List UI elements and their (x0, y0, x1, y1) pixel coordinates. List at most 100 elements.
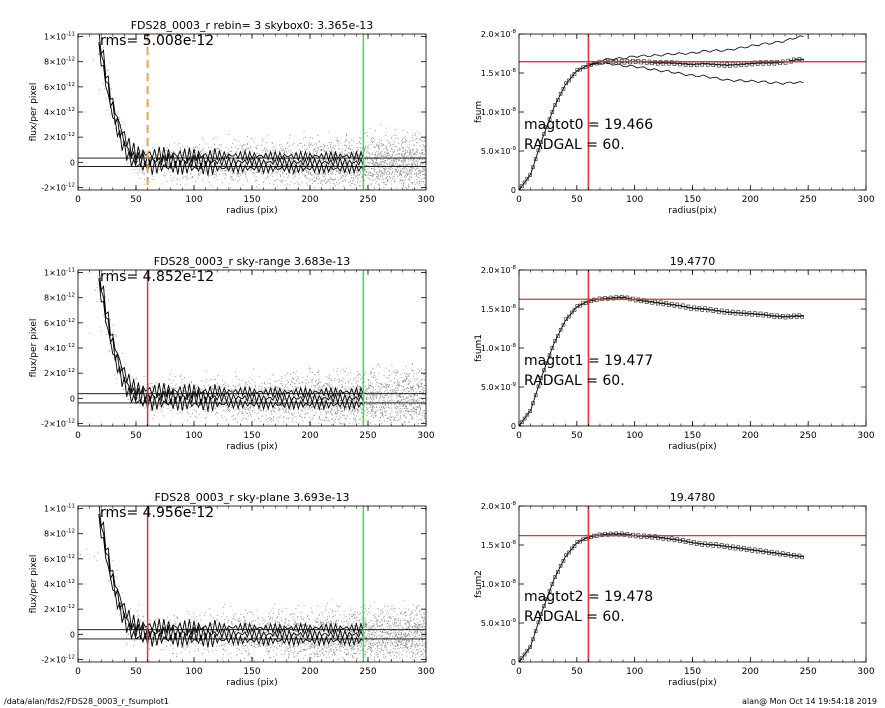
data-point (352, 379, 354, 381)
data-point (374, 165, 376, 166)
data-point (388, 380, 390, 382)
data-point (360, 407, 362, 409)
data-point (163, 174, 165, 176)
data-point (372, 138, 374, 140)
data-point (294, 383, 296, 385)
data-point (319, 386, 321, 388)
data-point (267, 150, 269, 152)
data-point (341, 153, 343, 155)
data-point (373, 168, 375, 170)
data-point (387, 401, 389, 403)
data-point (299, 170, 300, 172)
data-point (418, 411, 420, 413)
data-point (373, 187, 375, 189)
data-point (294, 159, 296, 161)
data-point (366, 192, 367, 193)
data-point (366, 159, 368, 161)
data-point (276, 166, 278, 168)
data-point (286, 150, 287, 152)
data-point (417, 131, 419, 133)
data-point (393, 160, 395, 162)
data-point (360, 386, 361, 388)
data-point (375, 376, 377, 378)
data-point (319, 389, 321, 391)
data-point (402, 386, 404, 388)
data-point (309, 416, 311, 418)
data-point (312, 429, 313, 430)
data-point (400, 174, 402, 176)
data-point (363, 149, 365, 151)
data-point (386, 377, 388, 379)
data-point (418, 404, 420, 406)
data-point (135, 378, 137, 380)
data-point (367, 403, 369, 405)
data-point (213, 177, 215, 179)
data-point (212, 150, 214, 152)
data-point (412, 167, 414, 169)
data-point (230, 150, 232, 152)
data-point (372, 397, 374, 399)
data-point (403, 398, 405, 400)
data-point (343, 170, 344, 172)
data-point (398, 153, 400, 155)
data-point (380, 409, 382, 411)
data-point (327, 161, 329, 163)
data-point (389, 165, 390, 167)
data-point (358, 387, 360, 389)
fsum-marker (755, 62, 760, 66)
data-point (396, 405, 398, 407)
data-point (315, 403, 317, 405)
data-point (316, 396, 318, 398)
data-point (422, 398, 424, 400)
data-point (387, 180, 389, 182)
data-point (143, 162, 144, 164)
data-point (288, 412, 290, 414)
data-point (393, 399, 395, 401)
data-point (401, 152, 403, 154)
data-point (268, 154, 270, 156)
data-point (351, 139, 352, 141)
data-point (319, 172, 321, 174)
data-point (312, 407, 314, 409)
data-point (336, 182, 338, 184)
data-point (373, 170, 375, 172)
data-point (418, 384, 419, 386)
fsum-marker (728, 64, 732, 68)
data-point (155, 160, 157, 162)
fsum-marker (561, 86, 566, 91)
data-point (217, 423, 219, 424)
data-point (401, 411, 403, 413)
data-point (218, 148, 219, 150)
data-point (319, 163, 320, 165)
data-point (194, 409, 196, 411)
data-point (373, 168, 374, 170)
data-point (281, 404, 283, 406)
data-point (424, 139, 426, 141)
data-point (399, 193, 400, 194)
data-point (373, 146, 375, 148)
data-point (291, 173, 293, 175)
data-point (399, 172, 401, 174)
fsum-marker (539, 140, 544, 145)
data-point (382, 171, 384, 173)
data-point (415, 154, 417, 156)
data-point (397, 370, 398, 372)
data-point (333, 393, 335, 395)
data-point (356, 142, 358, 144)
data-point (372, 377, 374, 379)
data-point (353, 174, 355, 176)
data-point (235, 409, 237, 410)
data-point (418, 177, 420, 178)
data-point (412, 151, 414, 153)
data-point (215, 401, 217, 403)
data-point (371, 410, 373, 412)
data-point (237, 175, 239, 177)
data-point (200, 160, 202, 162)
data-point (170, 175, 172, 177)
data-point (368, 387, 370, 389)
data-point (375, 176, 377, 178)
data-point (186, 178, 188, 180)
data-point (324, 400, 325, 402)
data-point (386, 417, 388, 419)
data-point (267, 396, 269, 398)
